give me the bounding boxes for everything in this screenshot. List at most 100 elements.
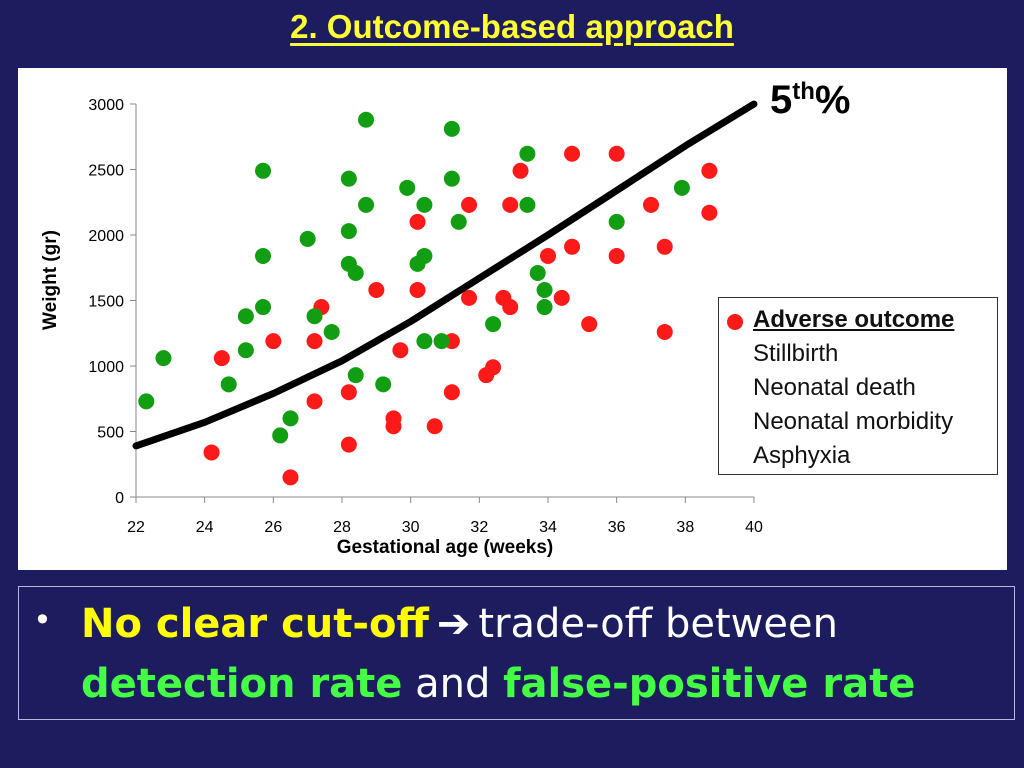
adverse-outcome-point bbox=[443, 384, 460, 401]
percentile-curve-label: 5th% bbox=[770, 78, 851, 122]
adverse-outcome-point bbox=[540, 247, 556, 264]
x-tick-label: 34 bbox=[539, 519, 557, 536]
normal-outcome-point bbox=[255, 247, 272, 264]
normal-outcome-point bbox=[536, 282, 553, 299]
y-tick-label: 500 bbox=[97, 425, 124, 442]
legend-heading: Adverse outcome bbox=[753, 306, 955, 333]
y-tick-label: 2500 bbox=[88, 163, 124, 180]
adverse-outcome-point bbox=[368, 282, 385, 299]
bullet-box: • No clear cut-off ➔ trade-off between det… bbox=[18, 586, 1015, 720]
y-tick-label: 2000 bbox=[88, 228, 124, 245]
y-tick-label: 3000 bbox=[88, 97, 124, 114]
x-tick-label: 32 bbox=[470, 519, 488, 536]
adverse-outcome-point bbox=[282, 469, 299, 486]
adverse-outcome-point bbox=[461, 289, 478, 306]
x-tick-label: 24 bbox=[196, 519, 214, 536]
adverse-outcome-point bbox=[306, 333, 323, 350]
adverse-outcome-point bbox=[203, 444, 220, 461]
adverse-outcome-point bbox=[385, 410, 402, 427]
adverse-outcome-point bbox=[485, 359, 502, 376]
normal-outcome-point bbox=[608, 213, 625, 230]
normal-outcome-point bbox=[416, 333, 433, 350]
adverse-outcome-point bbox=[426, 418, 443, 435]
normal-outcome-point bbox=[272, 427, 289, 444]
normal-outcome-point bbox=[299, 230, 316, 247]
normal-outcome-point bbox=[155, 350, 172, 367]
adverse-outcome-point bbox=[564, 145, 581, 162]
bullet-line-2: detection rate and false-positive rate bbox=[81, 661, 915, 707]
fifth-percentile-curve bbox=[132, 100, 758, 450]
no-clear-cutoff-text: No clear cut-off bbox=[81, 601, 429, 647]
normal-outcome-point bbox=[237, 342, 254, 359]
adverse-outcome-point bbox=[656, 323, 673, 340]
normal-outcome-point bbox=[237, 308, 254, 325]
x-axis-title: Gestational age (weeks) bbox=[337, 537, 553, 558]
x-tick-label: 40 bbox=[745, 519, 763, 536]
x-tick-label: 28 bbox=[333, 519, 351, 536]
normal-outcome-point bbox=[220, 376, 237, 393]
adverse-outcome-point bbox=[512, 162, 529, 179]
normal-outcome-point bbox=[347, 367, 364, 384]
adverse-outcome-point bbox=[461, 196, 478, 213]
trade-off-text: trade-off between bbox=[478, 601, 838, 647]
normal-outcome-point bbox=[340, 170, 357, 187]
adverse-outcome-point bbox=[340, 384, 357, 401]
legend-item-asphyxia: Asphyxia bbox=[753, 442, 851, 469]
adverse-outcome-point bbox=[306, 393, 323, 410]
y-axis-title: Weight (gr) bbox=[40, 230, 61, 330]
normal-outcome-point bbox=[255, 299, 272, 316]
normal-outcome-point bbox=[450, 213, 467, 230]
adverse-outcome-point bbox=[701, 204, 718, 221]
normal-outcome-point bbox=[347, 264, 364, 281]
chart-legend: Adverse outcome Stillbirth Neonatal deat… bbox=[718, 297, 998, 475]
normal-outcome-point bbox=[536, 299, 553, 316]
normal-outcome-point bbox=[399, 179, 416, 196]
adverse-outcome-point bbox=[392, 342, 409, 359]
adverse-outcome-point bbox=[701, 162, 718, 179]
adverse-outcome-point bbox=[213, 350, 230, 367]
false-positive-rate-text: false-positive rate bbox=[503, 661, 916, 707]
scatter-chart: 0 500 1000 1500 2000 2500 3000 22 24 26 28 30 32 34 36… bbox=[40, 97, 763, 558]
y-tick-label: 1000 bbox=[88, 359, 124, 376]
x-tick-label: 38 bbox=[676, 519, 694, 536]
normal-outcome-point bbox=[529, 264, 546, 281]
adverse-outcome-point bbox=[553, 289, 570, 306]
legend-item-stillbirth: Stillbirth bbox=[753, 340, 839, 367]
x-tick-label: 22 bbox=[127, 519, 145, 536]
normal-outcome-point bbox=[433, 333, 450, 350]
adverse-outcome-point bbox=[608, 145, 625, 162]
adverse-outcome-marker bbox=[727, 314, 743, 330]
detection-rate-text: detection rate bbox=[81, 661, 403, 707]
bullet-point: • bbox=[33, 601, 52, 639]
adverse-outcome-point bbox=[409, 213, 426, 230]
normal-outcome-point bbox=[519, 196, 536, 213]
and-text: and bbox=[415, 661, 491, 707]
normal-outcome-point bbox=[358, 196, 375, 213]
normal-outcome-point bbox=[443, 170, 460, 187]
normal-outcome-point bbox=[138, 393, 155, 410]
adverse-outcome-point bbox=[608, 247, 625, 264]
x-tick-label: 26 bbox=[264, 519, 282, 536]
y-tick-label: 1500 bbox=[88, 294, 124, 311]
adverse-outcome-point bbox=[643, 196, 659, 213]
x-tick-label: 30 bbox=[402, 519, 420, 536]
normal-outcome-point bbox=[255, 162, 272, 179]
adverse-outcome-point bbox=[502, 196, 519, 213]
slide-title: 2. Outcome-based approach bbox=[290, 8, 734, 45]
adverse-outcome-point bbox=[340, 436, 357, 453]
legend-item-neonatal-death: Neonatal death bbox=[753, 374, 916, 401]
normal-outcome-point bbox=[673, 179, 690, 196]
adverse-outcome-point bbox=[502, 299, 519, 316]
normal-outcome-point bbox=[358, 111, 375, 128]
normal-outcome-point bbox=[306, 308, 323, 325]
normal-outcome-point bbox=[443, 120, 460, 137]
normal-outcome-point bbox=[375, 376, 392, 393]
y-tick-label: 0 bbox=[115, 490, 124, 507]
adverse-outcome-point bbox=[656, 238, 673, 255]
legend-item-neonatal-morbidity: Neonatal morbidity bbox=[753, 408, 954, 435]
normal-outcome-point bbox=[282, 410, 299, 427]
normal-outcome-point bbox=[416, 247, 433, 264]
normal-outcome-point bbox=[340, 223, 357, 240]
arrow-icon: ➔ bbox=[436, 601, 471, 647]
adverse-outcome-point bbox=[409, 282, 426, 299]
